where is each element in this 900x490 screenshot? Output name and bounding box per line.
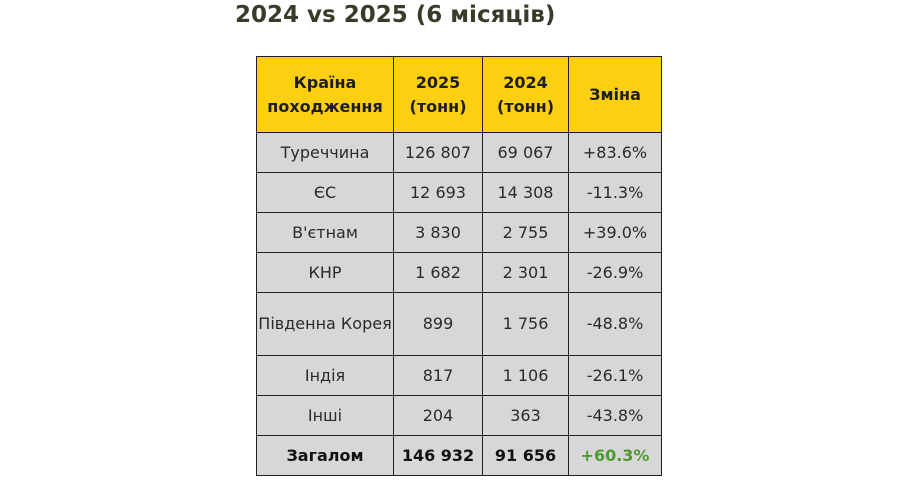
total-2025-cell: 146 932 (393, 435, 483, 476)
total-label-cell: Загалом (256, 435, 394, 476)
value-2025-cell: 1 682 (393, 252, 483, 293)
table-row: КНР 1 682 2 301 -26.9% (256, 252, 662, 293)
value-2025-cell: 3 830 (393, 212, 483, 253)
table-total-row: Загалом 146 932 91 656 +60.3% (256, 435, 662, 476)
header-2025: 2025 (тонн) (393, 56, 483, 133)
country-cell: В'єтнам (256, 212, 394, 253)
country-cell: Індія (256, 355, 394, 396)
table-row: Індія 817 1 106 -26.1% (256, 355, 662, 396)
value-2024-cell: 2 755 (482, 212, 569, 253)
country-cell: Туреччина (256, 132, 394, 173)
value-2024-cell: 363 (482, 395, 569, 436)
table-row: Інші 204 363 -43.8% (256, 395, 662, 436)
change-cell: +83.6% (568, 132, 662, 173)
value-2025-cell: 899 (393, 292, 483, 356)
value-2025-cell: 817 (393, 355, 483, 396)
table-row: В'єтнам 3 830 2 755 +39.0% (256, 212, 662, 253)
total-change-cell: +60.3% (568, 435, 662, 476)
value-2024-cell: 2 301 (482, 252, 569, 293)
table-row: ЄС 12 693 14 308 -11.3% (256, 172, 662, 213)
header-change: Зміна (568, 56, 662, 133)
country-cell: Південна Корея (256, 292, 394, 356)
page-title: 2024 vs 2025 (6 місяців) (235, 2, 556, 28)
total-2024-cell: 91 656 (482, 435, 569, 476)
table-header-row: Країна походження 2025 (тонн) 2024 (тонн… (256, 56, 662, 133)
country-cell: КНР (256, 252, 394, 293)
value-2025-cell: 204 (393, 395, 483, 436)
value-2024-cell: 1 756 (482, 292, 569, 356)
change-cell: -26.1% (568, 355, 662, 396)
change-cell: -26.9% (568, 252, 662, 293)
change-cell: -11.3% (568, 172, 662, 213)
country-cell: Інші (256, 395, 394, 436)
value-2024-cell: 1 106 (482, 355, 569, 396)
change-cell: +39.0% (568, 212, 662, 253)
country-cell: ЄС (256, 172, 394, 213)
value-2024-cell: 69 067 (482, 132, 569, 173)
import-comparison-table: Країна походження 2025 (тонн) 2024 (тонн… (256, 56, 662, 476)
header-2024: 2024 (тонн) (482, 56, 569, 133)
value-2025-cell: 126 807 (393, 132, 483, 173)
table-row: Туреччина 126 807 69 067 +83.6% (256, 132, 662, 173)
header-country: Країна походження (256, 56, 394, 133)
change-cell: -48.8% (568, 292, 662, 356)
value-2025-cell: 12 693 (393, 172, 483, 213)
value-2024-cell: 14 308 (482, 172, 569, 213)
change-cell: -43.8% (568, 395, 662, 436)
table-row: Південна Корея 899 1 756 -48.8% (256, 292, 662, 356)
